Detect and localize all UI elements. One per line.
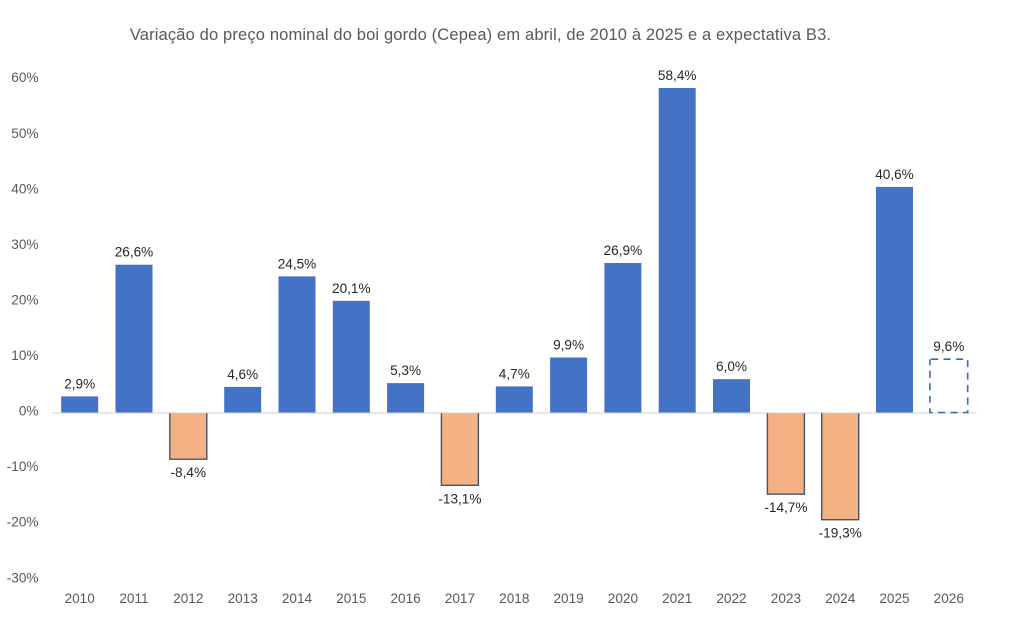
svg-text:24,5%: 24,5% (278, 256, 317, 271)
svg-text:2011: 2011 (119, 591, 148, 606)
svg-text:10%: 10% (11, 348, 38, 363)
svg-text:-19,3%: -19,3% (819, 526, 862, 541)
svg-text:2024: 2024 (825, 591, 856, 606)
svg-text:2025: 2025 (879, 591, 909, 606)
svg-text:2013: 2013 (228, 591, 258, 606)
svg-text:0%: 0% (19, 404, 39, 419)
svg-text:58,4%: 58,4% (658, 68, 697, 83)
svg-text:20,1%: 20,1% (332, 281, 371, 296)
svg-text:-20%: -20% (7, 515, 39, 530)
svg-text:20%: 20% (11, 292, 38, 307)
svg-text:2015: 2015 (336, 591, 366, 606)
svg-text:-30%: -30% (7, 570, 39, 585)
svg-text:Variação do preço nominal do b: Variação do preço nominal do boi gordo (… (130, 26, 831, 44)
svg-text:50%: 50% (11, 126, 38, 141)
svg-text:4,6%: 4,6% (227, 367, 258, 382)
svg-text:26,9%: 26,9% (604, 243, 643, 258)
svg-text:26,6%: 26,6% (115, 245, 154, 260)
svg-text:40%: 40% (11, 181, 38, 196)
svg-text:2016: 2016 (390, 591, 420, 606)
svg-text:2,9%: 2,9% (64, 376, 95, 391)
svg-text:2023: 2023 (771, 591, 801, 606)
svg-text:2010: 2010 (65, 591, 96, 606)
svg-text:2012: 2012 (173, 591, 203, 606)
svg-text:-13,1%: -13,1% (438, 491, 481, 506)
svg-text:2022: 2022 (716, 591, 746, 606)
svg-text:2014: 2014 (282, 591, 313, 606)
svg-text:2026: 2026 (934, 591, 964, 606)
svg-text:2020: 2020 (608, 591, 639, 606)
svg-text:2018: 2018 (499, 591, 529, 606)
svg-text:6,0%: 6,0% (716, 359, 747, 374)
svg-text:30%: 30% (11, 237, 38, 252)
svg-text:9,9%: 9,9% (553, 338, 584, 353)
svg-text:-14,7%: -14,7% (764, 500, 807, 515)
svg-text:4,7%: 4,7% (499, 366, 530, 381)
svg-text:2017: 2017 (445, 591, 475, 606)
svg-text:-10%: -10% (7, 459, 39, 474)
svg-text:60%: 60% (11, 70, 38, 85)
svg-text:-8,4%: -8,4% (171, 465, 207, 480)
svg-text:40,6%: 40,6% (875, 167, 914, 182)
svg-text:9,6%: 9,6% (933, 339, 964, 354)
svg-text:2019: 2019 (553, 591, 583, 606)
svg-text:5,3%: 5,3% (390, 363, 421, 378)
svg-text:2021: 2021 (662, 591, 692, 606)
